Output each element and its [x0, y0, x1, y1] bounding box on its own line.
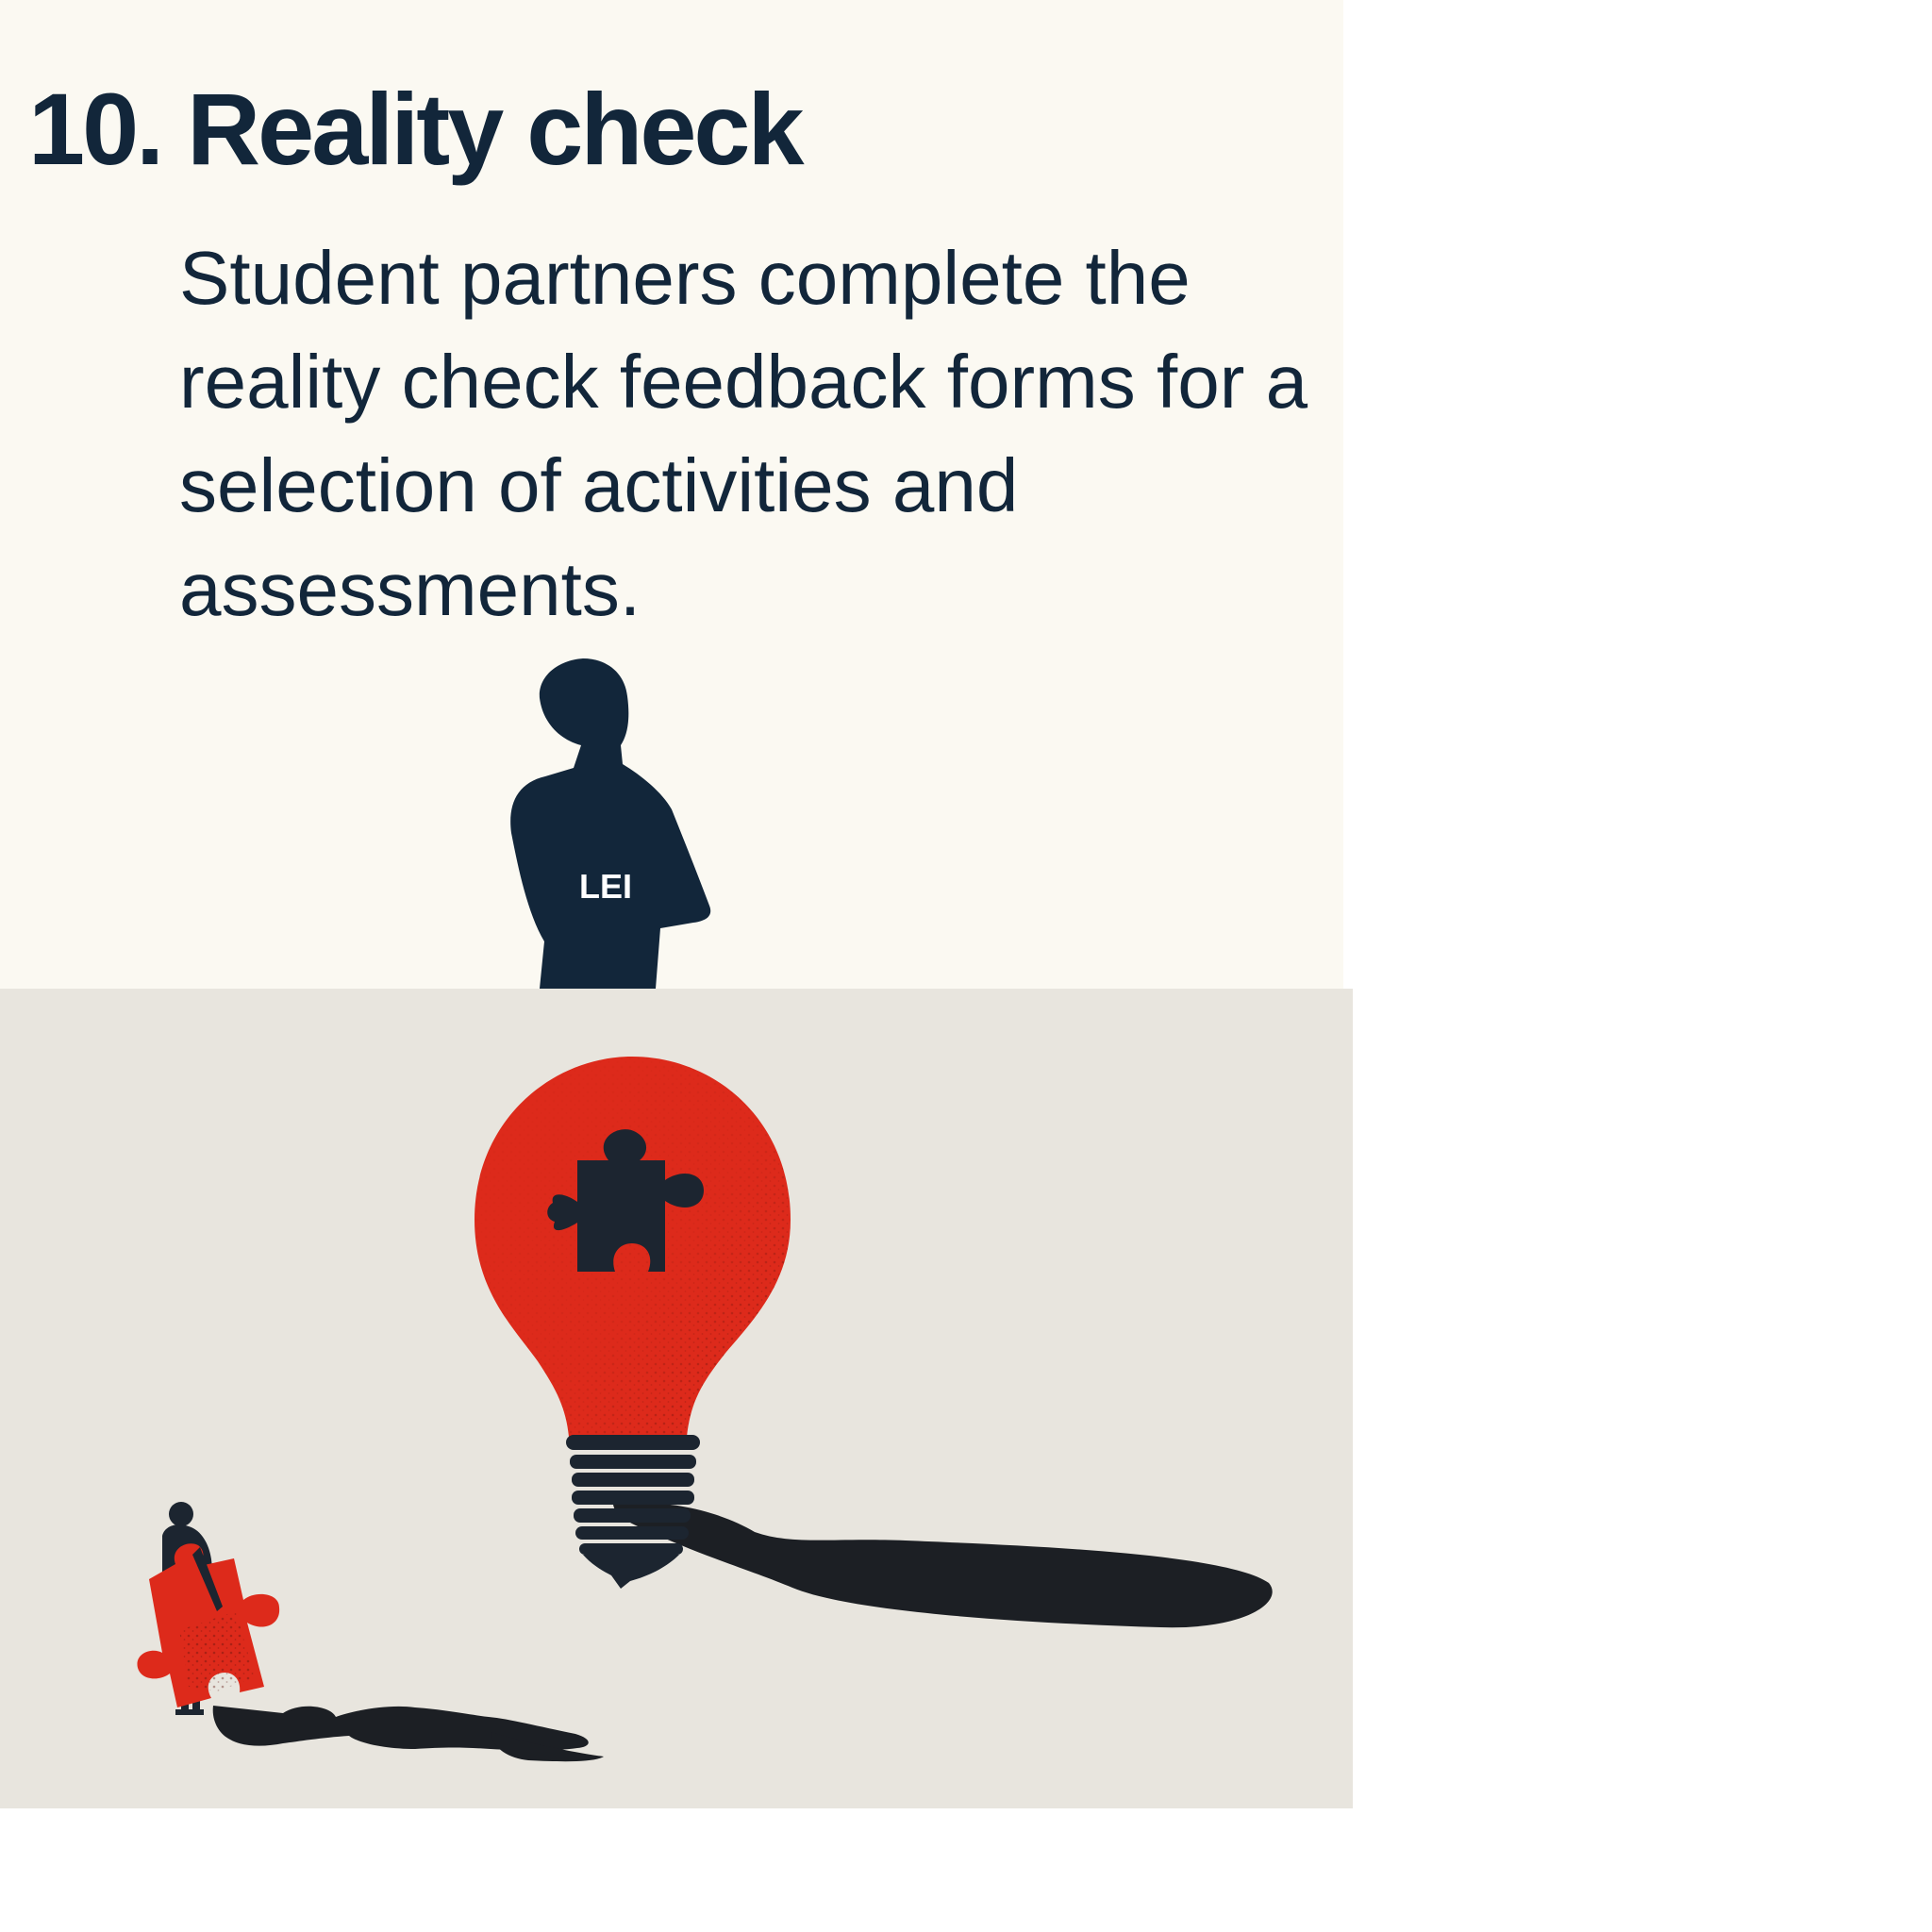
illustration-scene — [137, 1057, 1273, 1762]
person-label: LEI — [579, 867, 632, 906]
person-silhouette-icon: LEI — [510, 658, 711, 989]
lightbulb-icon — [475, 1057, 791, 1589]
step-title: 10. Reality check — [28, 72, 805, 186]
lightbulb-shadow — [613, 1503, 1273, 1628]
person-carrying-puzzle-icon — [137, 1502, 280, 1715]
puzzle-hole-icon — [547, 1129, 704, 1272]
step-description: Student partners complete the reality ch… — [179, 236, 1308, 631]
